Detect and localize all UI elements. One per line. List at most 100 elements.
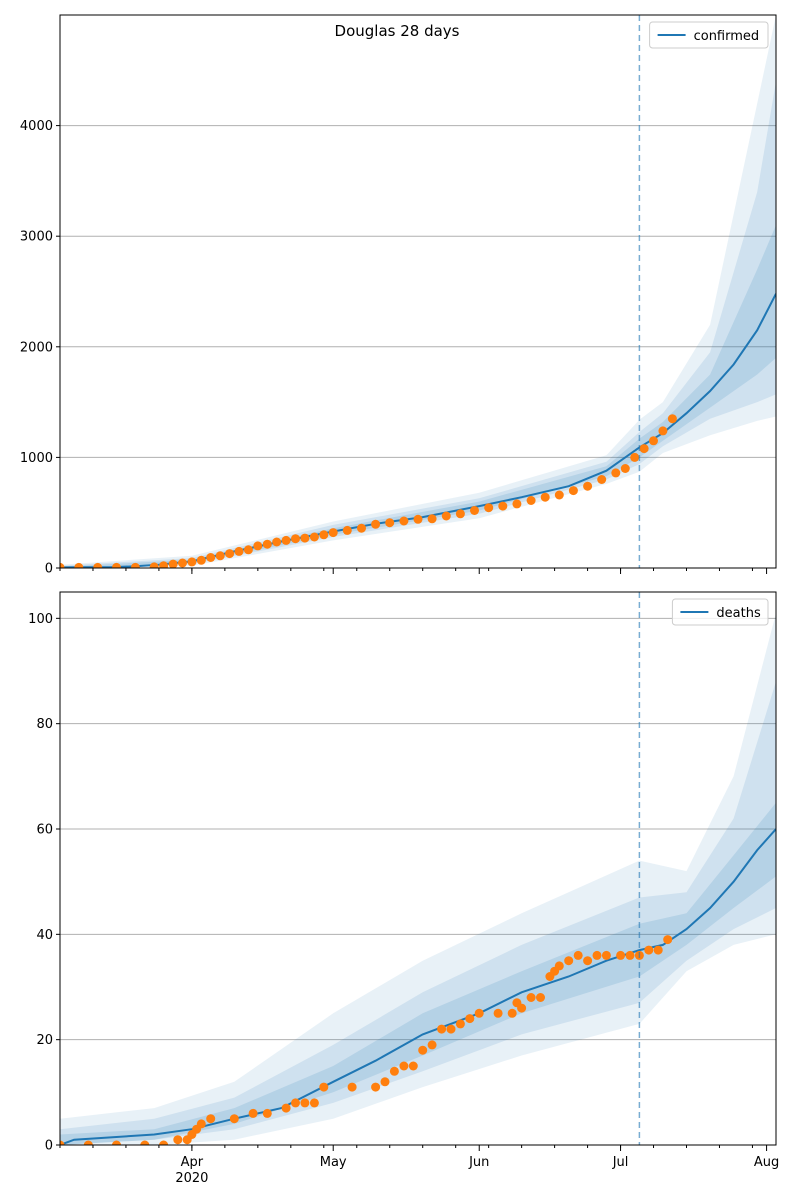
observed-point — [564, 956, 574, 966]
y-tick-label: 0 — [45, 1139, 53, 1154]
axes-frame — [59, 14, 777, 569]
observed-point — [667, 414, 677, 424]
observed-point — [470, 506, 479, 515]
observed-point — [399, 516, 409, 526]
observed-point — [446, 1024, 456, 1034]
axes-frame — [59, 591, 777, 1146]
y-tick-label: 4000 — [20, 119, 53, 134]
observed-point — [620, 464, 630, 473]
observed-point — [60, 562, 65, 568]
observed-point — [159, 1140, 169, 1145]
uncertainty-band — [60, 81, 776, 568]
observed-point — [112, 562, 121, 568]
legend-box — [649, 21, 769, 49]
observed-point — [168, 559, 178, 568]
observed-point — [178, 558, 187, 568]
observed-point — [441, 511, 451, 521]
observed-point — [300, 1098, 310, 1108]
observed-point — [253, 541, 263, 551]
observed-point — [663, 935, 673, 945]
observed-point — [93, 562, 103, 568]
observed-point — [234, 546, 244, 556]
observed-point — [60, 1140, 65, 1145]
observed-point — [140, 1140, 150, 1145]
observed-point — [597, 475, 607, 484]
observed-point — [526, 496, 536, 505]
legend-box — [671, 598, 769, 626]
observed-point — [319, 530, 329, 540]
observed-point — [225, 549, 235, 559]
observed-point — [630, 452, 640, 462]
observed-point — [149, 562, 159, 568]
observed-point — [371, 1082, 381, 1092]
observed-point — [554, 490, 564, 500]
observed-point — [74, 562, 84, 568]
observed-point — [418, 1045, 428, 1055]
y-tick-label: 60 — [36, 823, 53, 838]
y-tick-label: 0 — [45, 562, 53, 577]
uncertainty-band — [60, 802, 776, 1145]
observed-point — [196, 1119, 206, 1129]
observed-point — [493, 1008, 503, 1018]
uncertainty-band — [60, 681, 776, 1145]
observed-point — [568, 486, 578, 496]
y-tick-label: 2000 — [20, 340, 53, 355]
x-tick-label: Aug — [754, 1155, 779, 1170]
observed-point — [601, 950, 611, 960]
observed-point — [206, 553, 216, 562]
observed-point — [309, 1098, 319, 1108]
observed-point — [625, 950, 635, 960]
observed-point — [291, 1098, 300, 1108]
observed-point — [380, 1077, 390, 1087]
observed-point — [427, 514, 437, 524]
plot-area — [60, 613, 776, 1145]
y-tick-label: 100 — [28, 612, 53, 627]
observed-point — [658, 426, 668, 436]
observed-point — [248, 1108, 258, 1118]
observed-point — [357, 523, 366, 533]
observed-point — [112, 1140, 121, 1145]
chart-title: Douglas 28 days — [335, 22, 460, 40]
observed-point — [291, 534, 300, 544]
observed-point — [512, 499, 522, 509]
y-tick-label: 80 — [36, 717, 53, 732]
observed-point — [281, 535, 291, 545]
observed-point — [437, 1024, 447, 1034]
y-tick-label: 40 — [36, 928, 53, 943]
legend-label: deaths — [716, 606, 761, 621]
observed-point — [300, 533, 310, 543]
observed-point — [262, 539, 272, 549]
observed-point — [592, 950, 602, 960]
observed-point — [455, 509, 465, 519]
observed-point — [540, 492, 550, 502]
observed-point — [484, 503, 494, 513]
observed-point — [371, 519, 381, 529]
panel-deaths: 0 20 40 60 80 100 Apr May Jun Jul Aug 2020 deaths — [28, 591, 779, 1186]
observed-point — [215, 551, 225, 561]
observed-point — [229, 1114, 239, 1124]
observed-point — [653, 945, 663, 955]
observed-point — [206, 1114, 216, 1124]
observed-point — [554, 961, 564, 971]
observed-point — [526, 993, 536, 1002]
observed-point — [319, 1082, 329, 1092]
plot-area — [60, 15, 776, 568]
uncertainty-band — [60, 613, 776, 1145]
observed-point — [309, 532, 319, 542]
observed-point — [616, 950, 626, 960]
observed-point — [130, 562, 140, 568]
observed-point — [262, 1108, 272, 1118]
observed-point — [385, 518, 395, 528]
observed-point — [649, 436, 658, 446]
x-tick-label: May — [320, 1155, 347, 1170]
observed-point — [536, 993, 545, 1002]
observed-point — [465, 1014, 475, 1024]
observed-point — [498, 501, 508, 511]
observed-point — [328, 528, 338, 538]
observed-point — [272, 537, 282, 547]
observed-point — [517, 1003, 527, 1013]
observed-point — [573, 950, 583, 960]
x-tick-label: Jul — [612, 1155, 629, 1170]
